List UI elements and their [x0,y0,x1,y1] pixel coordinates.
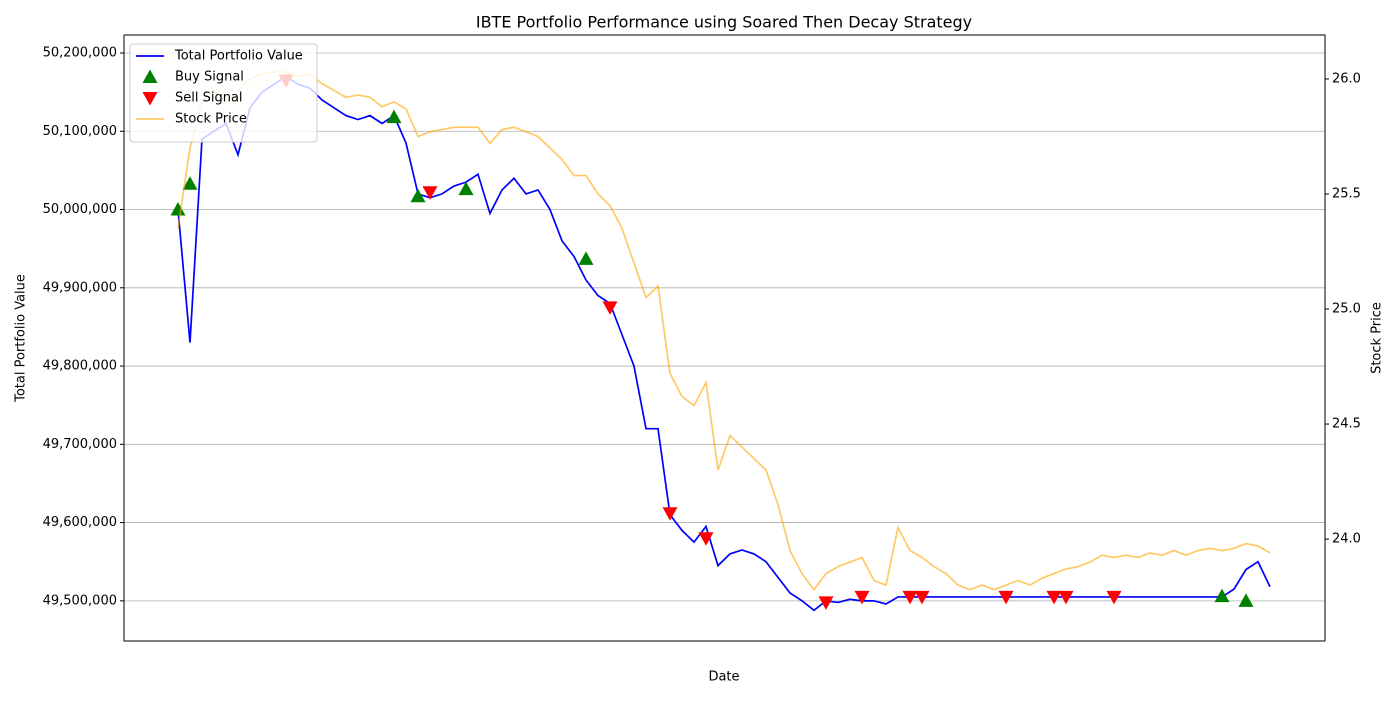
chart-title: IBTE Portfolio Performance using Soared … [476,13,972,32]
y2-tick-label: 24.0 [1332,532,1361,547]
x-axis-label: Date [708,670,739,685]
y2-tick-label: 26.0 [1332,71,1361,86]
buy-marker [1214,588,1230,603]
sell-marker [818,596,834,610]
sell-marker [902,590,918,605]
y2-tick-label: 25.0 [1332,302,1361,317]
line [177,71,1271,592]
buy-marker [458,181,474,196]
y-tick-label: 49,500,000 [43,593,117,608]
buy-marker [182,176,198,190]
legend-label: Stock Price [175,112,247,127]
legend-label: Total Portfolio Value [174,49,303,64]
y2-tick-label: 24.5 [1332,417,1361,432]
y-axis-label: Total Portfolio Value [14,274,29,403]
sell-marker [662,507,678,521]
buy-marker [170,202,186,216]
buy-marker [410,188,426,203]
sell-marker [1046,590,1062,605]
legend-marker [142,69,158,83]
sell-marker [698,532,714,546]
y-tick-label: 49,600,000 [43,515,117,530]
sell-marker [998,590,1014,605]
legend-label: Buy Signal [175,70,244,85]
sell-marker [422,186,438,200]
line [177,75,1271,612]
y-tick-label: 49,700,000 [43,437,117,452]
legend-marker [142,92,158,106]
sell-marker [602,301,618,315]
y-tick-label: 50,000,000 [43,202,117,217]
sell-marker [914,590,930,605]
buy-marker [578,251,594,265]
plot-frame [123,34,1326,642]
y-tick-label: 49,800,000 [43,359,117,374]
buy-marker [1238,593,1254,607]
y-tick-label: 50,100,000 [43,124,117,139]
sell-marker [1058,590,1074,605]
buy-marker [386,109,402,124]
y2-tick-label: 25.5 [1332,186,1361,201]
legend-box [129,43,318,143]
y-tick-label: 49,900,000 [43,280,117,295]
sell-marker [854,590,870,605]
sell-marker [1106,590,1122,605]
legend-label: Sell Signal [175,91,243,106]
y-tick-label: 50,200,000 [43,46,117,61]
y2-axis-label: Stock Price [1370,302,1385,374]
